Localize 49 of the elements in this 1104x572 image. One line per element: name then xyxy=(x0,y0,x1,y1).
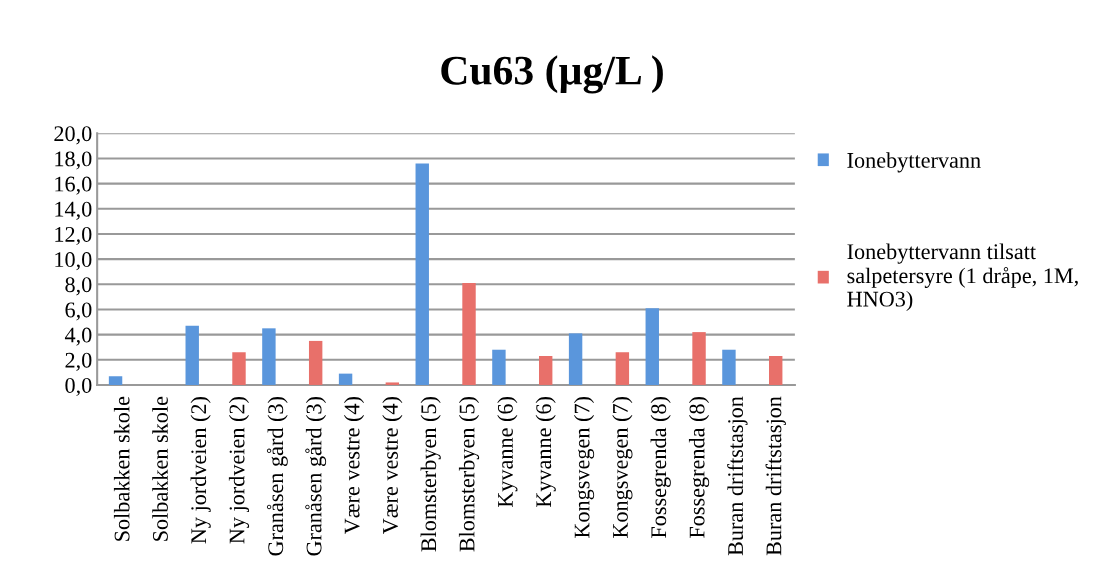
x-tick-label: Ny jordveien (2) xyxy=(228,397,250,544)
bar xyxy=(492,349,506,385)
x-tick-label: Blomsterbyen (5) xyxy=(420,397,441,552)
y-tick-label: 8,0 xyxy=(65,277,92,296)
chart-title: Cu63 (µg/L ) xyxy=(441,55,663,94)
x-tick-label: Buran driftstasjon xyxy=(765,396,786,556)
bar xyxy=(722,349,736,385)
x-tick-label: Solbakken skole xyxy=(152,396,168,541)
bar xyxy=(568,333,583,385)
x-tick-label: Fossegrenda (8) xyxy=(650,397,671,538)
x-tick-label: Granåsen gård (3) xyxy=(266,397,288,556)
x-tick-label: Blomsterbyen (5) xyxy=(458,397,480,552)
bar xyxy=(692,332,706,385)
bar xyxy=(538,356,553,385)
bar xyxy=(385,382,400,385)
y-tick-label: 4,0 xyxy=(64,327,92,346)
y-tick-label: 0,0 xyxy=(65,377,92,397)
x-tick-label: Buran driftstasjon xyxy=(727,396,748,556)
bar xyxy=(308,340,323,385)
y-tick-label: 6,0 xyxy=(65,302,92,321)
legend-label: Ionebyttervann xyxy=(847,152,981,173)
y-tick-label: 2,0 xyxy=(65,352,92,371)
y-tick-label: 12,0 xyxy=(55,226,92,246)
bar xyxy=(185,325,199,385)
legend-label: Ionebyttervann tilsatt salpetersyre (1 dråpe, 1M, HNO3) xyxy=(847,243,1078,312)
bar xyxy=(462,283,476,385)
bar xyxy=(645,308,659,385)
x-tick-label: Kyvanne (6) xyxy=(497,397,518,508)
bar xyxy=(338,373,353,385)
y-tick-label: 10,0 xyxy=(55,252,92,271)
x-tick-label: Fossegrenda (8) xyxy=(688,397,710,538)
x-tick-label: Solbakken skole xyxy=(113,396,130,541)
x-tick-label: Være vestre (4) xyxy=(382,397,403,535)
bar xyxy=(769,356,783,385)
bar xyxy=(232,352,246,385)
bar xyxy=(262,328,276,385)
bar xyxy=(415,163,429,385)
y-tick-label: 16,0 xyxy=(55,176,92,195)
x-tick-label: Granåsen gård (3) xyxy=(305,397,327,556)
x-tick-label: Kyvanne (6) xyxy=(535,397,556,508)
bar xyxy=(615,352,630,385)
y-tick-label: 14,0 xyxy=(55,201,92,220)
x-tick-label: Ny jordveien (2) xyxy=(190,397,211,544)
y-tick-label: 20,0 xyxy=(54,126,92,145)
bar xyxy=(108,376,123,385)
x-tick-label: Kongsvegen (7) xyxy=(612,397,633,538)
x-tick-label: Være vestre (4) xyxy=(343,397,365,535)
y-tick-label: 18,0 xyxy=(55,151,92,170)
x-tick-label: Kongsvegen (7) xyxy=(573,397,595,538)
